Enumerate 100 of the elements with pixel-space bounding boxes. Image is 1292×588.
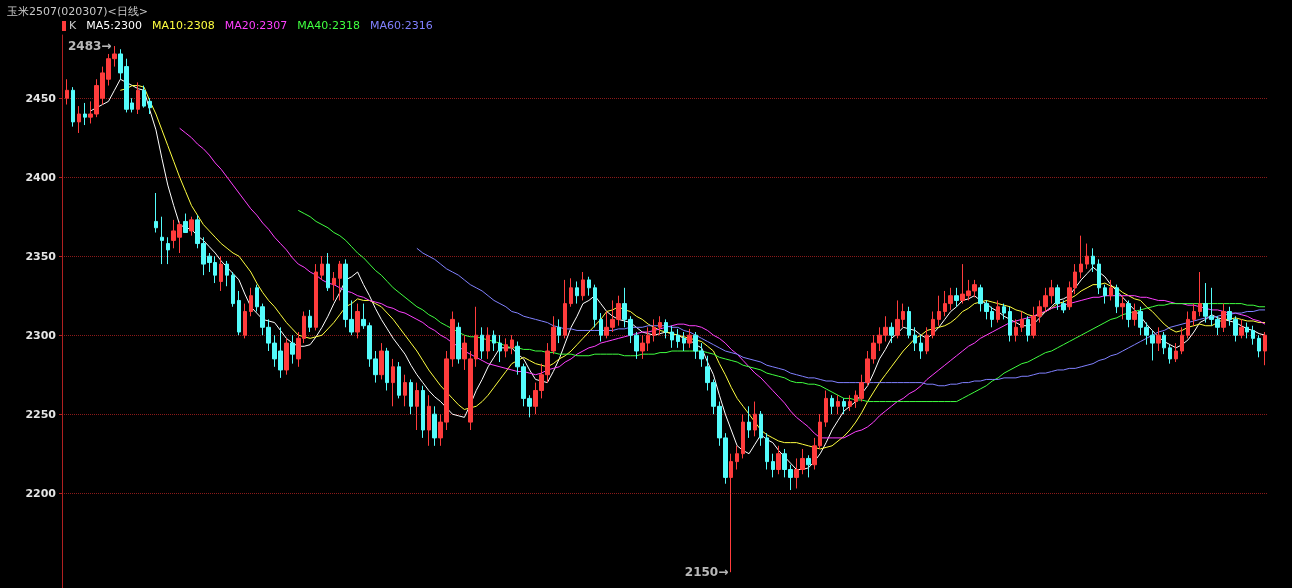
- candlestick: [83, 102, 87, 126]
- candlestick: [741, 413, 745, 459]
- candlestick: [765, 432, 769, 470]
- y-tick-label: 2450: [25, 91, 57, 105]
- candlestick: [1180, 326, 1184, 355]
- candlestick: [314, 263, 318, 331]
- y-tick-label: 2250: [25, 407, 57, 421]
- candlestick: [320, 255, 324, 281]
- text: MA5:2300: [86, 19, 142, 32]
- candlestick: [676, 328, 680, 349]
- candlestick: [338, 260, 342, 301]
- candlestick: [1020, 311, 1024, 333]
- candlestick: [1126, 299, 1131, 328]
- candlestick: [954, 287, 959, 308]
- candlestick: [432, 405, 437, 447]
- candlestick: [1251, 325, 1255, 346]
- candlestick: [308, 309, 312, 333]
- candlestick: [219, 255, 223, 292]
- candlestick: [1008, 306, 1012, 343]
- candlestick: [581, 271, 585, 301]
- candlestick: [456, 322, 461, 365]
- candlestick: [652, 318, 656, 343]
- candlestick: [557, 318, 561, 344]
- candlestick: [504, 337, 508, 358]
- candlestick: [326, 252, 330, 292]
- candlestick: [937, 295, 941, 327]
- candlestick: [1245, 322, 1249, 339]
- line-series: [416, 247, 1266, 387]
- candlestick: [563, 279, 567, 339]
- candlestick: [593, 284, 597, 328]
- candlestick: [1239, 318, 1244, 339]
- candlestick: [913, 326, 917, 352]
- candlestick: [1120, 295, 1125, 320]
- candlestick: [379, 342, 384, 380]
- candlestick: [848, 394, 852, 412]
- candlestick: [806, 454, 811, 478]
- candlestick: [889, 322, 894, 344]
- candlestick: [1085, 243, 1089, 270]
- candlestick: [332, 271, 336, 301]
- text: MA20:2307: [224, 19, 288, 32]
- candlestick: [403, 374, 407, 407]
- text: MA60:2316: [370, 19, 433, 32]
- candlestick: [842, 397, 846, 415]
- candlestick: [421, 385, 425, 439]
- candlestick: [510, 334, 514, 355]
- candlestick: [284, 337, 289, 376]
- candlestick: [415, 382, 419, 431]
- candlestick: [1002, 303, 1006, 320]
- candlestick: [385, 347, 389, 391]
- candlestick: [996, 299, 1000, 324]
- candlestick: [682, 331, 686, 352]
- candlestick: [1174, 342, 1178, 363]
- candlestick: [427, 394, 431, 447]
- candlestick: [931, 311, 935, 339]
- candlestick: [290, 334, 295, 365]
- candlestick: [1097, 258, 1101, 295]
- candlestick: [599, 312, 603, 343]
- candlestick: [735, 445, 739, 470]
- candlestick: [249, 287, 253, 317]
- candlestick: [154, 192, 158, 233]
- candlestick: [480, 326, 484, 360]
- candlestick: [759, 410, 763, 447]
- y-tick-label: 2200: [25, 486, 57, 500]
- candlestick: [1103, 284, 1107, 305]
- candlestick: [1132, 303, 1137, 327]
- candlestick: [391, 358, 395, 407]
- y-tick-label: 2400: [25, 170, 57, 184]
- candlestick: [142, 85, 146, 109]
- candlestick: [160, 216, 164, 265]
- candlestick: [1257, 334, 1261, 358]
- annotation: 2150→: [684, 565, 729, 580]
- candlestick: [729, 453, 733, 573]
- candlestick: [492, 329, 496, 352]
- candlestick: [1079, 235, 1083, 279]
- candlestick: [166, 236, 170, 265]
- candlestick: [498, 334, 502, 363]
- legend-label: K: [69, 19, 77, 32]
- candlestick: [919, 334, 923, 360]
- candlestick: [1198, 271, 1202, 317]
- candlestick: [587, 276, 591, 297]
- candlestick: [824, 390, 828, 428]
- candlestick: [1115, 284, 1119, 314]
- candlestick: [397, 361, 401, 399]
- candlestick: [409, 378, 413, 415]
- candlestick: [1186, 311, 1190, 339]
- candlestick: [1156, 326, 1161, 352]
- candlestick: [1026, 315, 1030, 343]
- annotation: 2483→: [67, 39, 112, 54]
- y-tick-label: 2300: [25, 328, 57, 342]
- candlestick: [148, 97, 152, 115]
- text: MA10:2308: [151, 19, 215, 32]
- candlestick: [1263, 331, 1267, 366]
- candlestick: [670, 325, 674, 349]
- candlestick: [71, 86, 75, 128]
- candlestick: [776, 445, 781, 475]
- candlestick: [830, 394, 834, 415]
- candlestick: [1109, 279, 1113, 301]
- candlestick: [1014, 318, 1018, 343]
- candlestick: [486, 326, 490, 360]
- candlestick: [65, 78, 69, 106]
